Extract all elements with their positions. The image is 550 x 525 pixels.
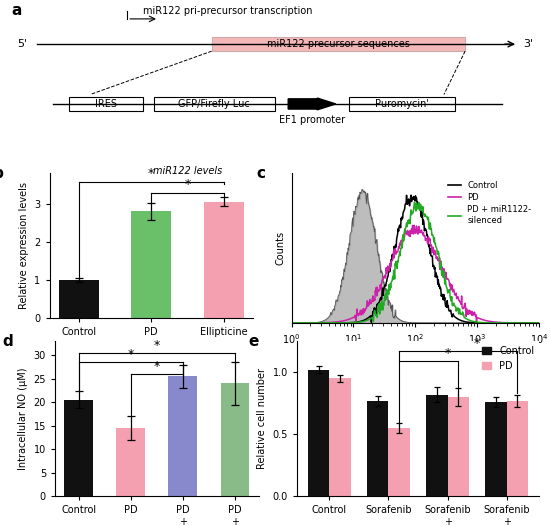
FancyBboxPatch shape (69, 97, 143, 111)
Bar (308, 370, 329, 496)
Y-axis label: Relative cell number: Relative cell number (257, 368, 267, 469)
Text: 3': 3' (523, 39, 534, 49)
Text: *: * (153, 339, 160, 352)
Text: GFP/Firefly Luc: GFP/Firefly Luc (178, 99, 250, 109)
Bar (448, 397, 469, 496)
Y-axis label: Intracellular NO (μM): Intracellular NO (μM) (18, 368, 28, 470)
Bar (486, 402, 507, 496)
Text: 5': 5' (16, 39, 27, 49)
Bar (59, 280, 98, 318)
Legend: Control, PD: Control, PD (481, 346, 534, 371)
FancyBboxPatch shape (349, 97, 454, 111)
Text: *: * (153, 360, 160, 373)
Text: d: d (2, 333, 13, 349)
Bar (64, 400, 93, 496)
X-axis label: SLC7A1 expression levels: SLC7A1 expression levels (353, 351, 477, 361)
Legend: Control, PD, PD + miR1122-
silenced: Control, PD, PD + miR1122- silenced (445, 177, 535, 228)
Bar (329, 379, 350, 496)
FancyBboxPatch shape (153, 97, 275, 111)
FancyBboxPatch shape (212, 37, 465, 51)
Bar (204, 202, 244, 318)
Bar (367, 401, 388, 496)
Text: miR122 pri-precursor transcription: miR122 pri-precursor transcription (143, 6, 312, 16)
Bar (168, 376, 197, 496)
Text: IRES: IRES (95, 99, 117, 109)
Text: b: b (0, 166, 3, 181)
Y-axis label: Counts: Counts (276, 231, 286, 265)
Text: miR122 levels: miR122 levels (153, 166, 222, 176)
Text: a: a (11, 3, 21, 18)
Text: *: * (148, 167, 155, 180)
Text: e: e (249, 333, 259, 349)
Text: *: * (184, 178, 191, 191)
Text: *: * (128, 348, 134, 361)
Text: *: * (444, 347, 450, 360)
Bar (131, 211, 171, 318)
Text: *: * (474, 337, 480, 350)
Text: EF1 promoter: EF1 promoter (279, 115, 345, 125)
Text: c: c (257, 166, 266, 181)
Bar (221, 383, 249, 496)
Text: Puromycin': Puromycin' (375, 99, 428, 109)
Y-axis label: Relative expression levels: Relative expression levels (19, 182, 29, 309)
Bar (507, 401, 528, 496)
Text: miR122 precursor sequences: miR122 precursor sequences (267, 39, 410, 49)
Bar (426, 394, 448, 496)
Bar (388, 428, 410, 496)
Bar (117, 428, 145, 496)
FancyArrow shape (288, 98, 336, 110)
